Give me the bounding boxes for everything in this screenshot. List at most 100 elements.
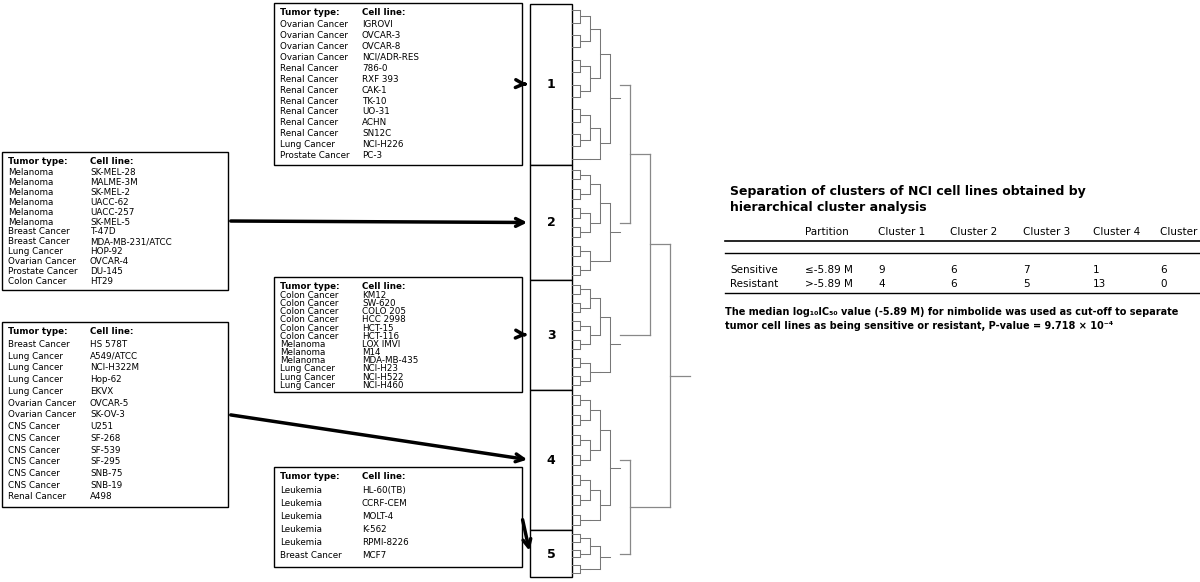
Text: Prostate Cancer: Prostate Cancer xyxy=(8,267,78,276)
Text: Sensitive: Sensitive xyxy=(730,265,778,275)
Text: Lung Cancer: Lung Cancer xyxy=(280,140,335,149)
Text: TK-10: TK-10 xyxy=(362,97,386,105)
Bar xyxy=(530,4,572,165)
Text: Cluster 5: Cluster 5 xyxy=(1160,227,1200,237)
Text: CAK-1: CAK-1 xyxy=(362,86,388,95)
Text: Leukemia: Leukemia xyxy=(280,499,322,508)
Text: CNS Cancer: CNS Cancer xyxy=(8,469,60,478)
Text: Colon Cancer: Colon Cancer xyxy=(280,291,338,300)
Text: Colon Cancer: Colon Cancer xyxy=(280,307,338,316)
Text: CNS Cancer: CNS Cancer xyxy=(8,457,60,466)
Text: 6: 6 xyxy=(1160,265,1166,275)
Text: NCI-H522: NCI-H522 xyxy=(362,372,403,382)
Text: Cell line:: Cell line: xyxy=(90,157,133,166)
Text: COLO 205: COLO 205 xyxy=(362,307,406,316)
Text: 4: 4 xyxy=(878,279,884,289)
Text: RPMI-8226: RPMI-8226 xyxy=(362,538,409,547)
Text: SW-620: SW-620 xyxy=(362,299,396,308)
Text: tumor cell lines as being sensitive or resistant, P-value = 9.718 × 10⁻⁴: tumor cell lines as being sensitive or r… xyxy=(725,321,1114,331)
Text: Melanoma: Melanoma xyxy=(280,348,325,357)
Text: Prostate Cancer: Prostate Cancer xyxy=(280,151,349,160)
Text: HCT-116: HCT-116 xyxy=(362,332,398,340)
Text: Leukemia: Leukemia xyxy=(280,538,322,547)
Text: U251: U251 xyxy=(90,422,113,431)
Text: Tumor type:: Tumor type: xyxy=(8,327,67,336)
Text: Ovarian Cancer: Ovarian Cancer xyxy=(8,410,76,419)
Text: KM12: KM12 xyxy=(362,291,386,300)
Text: UACC-257: UACC-257 xyxy=(90,208,134,217)
Text: Cluster 2: Cluster 2 xyxy=(950,227,997,237)
Text: 7: 7 xyxy=(1022,265,1030,275)
Text: Renal Cancer: Renal Cancer xyxy=(280,74,338,84)
Text: HT29: HT29 xyxy=(90,277,113,286)
Text: Ovarian Cancer: Ovarian Cancer xyxy=(280,31,348,40)
Text: Separation of clusters of NCI cell lines obtained by: Separation of clusters of NCI cell lines… xyxy=(730,185,1086,198)
Text: MDA-MB-435: MDA-MB-435 xyxy=(362,356,419,365)
Text: Melanoma: Melanoma xyxy=(8,218,53,226)
Text: Renal Cancer: Renal Cancer xyxy=(280,86,338,95)
Text: UACC-62: UACC-62 xyxy=(90,198,128,207)
Text: Lung Cancer: Lung Cancer xyxy=(8,375,64,384)
Text: K-562: K-562 xyxy=(362,526,386,534)
Text: 1: 1 xyxy=(1093,265,1099,275)
Bar xyxy=(274,467,522,567)
Text: >-5.89 M: >-5.89 M xyxy=(805,279,853,289)
Text: 0: 0 xyxy=(1160,279,1166,289)
Text: 1: 1 xyxy=(547,79,556,91)
Text: SF-268: SF-268 xyxy=(90,434,120,443)
Text: HCT-15: HCT-15 xyxy=(362,324,394,332)
Text: Colon Cancer: Colon Cancer xyxy=(280,315,338,324)
Text: Leukemia: Leukemia xyxy=(280,526,322,534)
Text: Partition: Partition xyxy=(805,227,848,237)
Text: A498: A498 xyxy=(90,492,113,502)
Text: Renal Cancer: Renal Cancer xyxy=(280,97,338,105)
Text: Cell line:: Cell line: xyxy=(362,472,406,481)
Text: Ovarian Cancer: Ovarian Cancer xyxy=(280,42,348,51)
Text: MOLT-4: MOLT-4 xyxy=(362,512,394,521)
Text: CNS Cancer: CNS Cancer xyxy=(8,434,60,443)
Text: SNB-19: SNB-19 xyxy=(90,481,122,489)
Text: Melanoma: Melanoma xyxy=(8,168,53,177)
Text: Breast Cancer: Breast Cancer xyxy=(8,340,70,349)
Text: CCRF-CEM: CCRF-CEM xyxy=(362,499,408,508)
Text: Melanoma: Melanoma xyxy=(8,198,53,207)
Text: NCI-H460: NCI-H460 xyxy=(362,381,403,390)
Text: Breast Cancer: Breast Cancer xyxy=(8,228,70,236)
Text: OVCAR-4: OVCAR-4 xyxy=(90,257,130,266)
Bar xyxy=(274,3,522,165)
Text: Renal Cancer: Renal Cancer xyxy=(280,64,338,73)
Bar xyxy=(2,322,228,507)
Text: Colon Cancer: Colon Cancer xyxy=(280,299,338,308)
Text: Renal Cancer: Renal Cancer xyxy=(280,129,338,139)
Text: Tumor type:: Tumor type: xyxy=(280,8,340,17)
Text: 3: 3 xyxy=(547,329,556,342)
Text: Hop-62: Hop-62 xyxy=(90,375,121,384)
Text: 6: 6 xyxy=(950,265,956,275)
Text: Ovarian Cancer: Ovarian Cancer xyxy=(8,399,76,407)
Text: Renal Cancer: Renal Cancer xyxy=(8,492,66,502)
Text: Ovarian Cancer: Ovarian Cancer xyxy=(8,257,76,266)
Text: Melanoma: Melanoma xyxy=(8,208,53,217)
Text: SK-OV-3: SK-OV-3 xyxy=(90,410,125,419)
Text: Resistant: Resistant xyxy=(730,279,779,289)
Bar xyxy=(2,152,228,290)
Text: SN12C: SN12C xyxy=(362,129,391,139)
Text: OVCAR-8: OVCAR-8 xyxy=(362,42,401,51)
Text: SF-539: SF-539 xyxy=(90,445,120,455)
Text: Tumor type:: Tumor type: xyxy=(280,472,340,481)
Text: 786-0: 786-0 xyxy=(362,64,388,73)
Bar xyxy=(530,390,572,530)
Text: RXF 393: RXF 393 xyxy=(362,74,398,84)
Text: HOP-92: HOP-92 xyxy=(90,247,122,256)
Bar xyxy=(530,530,572,577)
Text: Ovarian Cancer: Ovarian Cancer xyxy=(280,20,348,29)
Text: ACHN: ACHN xyxy=(362,118,388,127)
Text: NCI-H23: NCI-H23 xyxy=(362,364,398,374)
Text: Tumor type:: Tumor type: xyxy=(8,157,67,166)
Text: Lung Cancer: Lung Cancer xyxy=(8,363,64,372)
Text: NCI/ADR-RES: NCI/ADR-RES xyxy=(362,53,419,62)
Text: 13: 13 xyxy=(1093,279,1106,289)
Text: EKVX: EKVX xyxy=(90,387,113,396)
Text: CNS Cancer: CNS Cancer xyxy=(8,445,60,455)
Text: OVCAR-3: OVCAR-3 xyxy=(362,31,401,40)
